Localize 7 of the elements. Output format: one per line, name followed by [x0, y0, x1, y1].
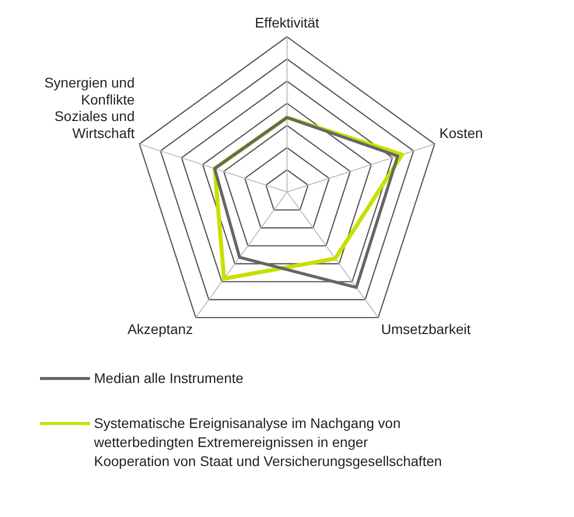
- spoke-label: Synergien und Konflikte Soziales und Wirtschaft: [44, 74, 135, 141]
- legend-label: Systematische Ereignisanalyse im Nachgang von wetterbedingten Extremereignissen in enger Kooperation von Staat und Versicherungsgesellschaften: [94, 414, 442, 471]
- legend-label: Median alle Instrumente: [94, 369, 244, 388]
- spoke-label: Akzeptanz: [127, 320, 193, 337]
- spoke-label: Kosten: [439, 124, 483, 141]
- spoke-label: Umsetzbarkeit: [381, 320, 471, 337]
- spoke-label: Effektivität: [254, 14, 320, 30]
